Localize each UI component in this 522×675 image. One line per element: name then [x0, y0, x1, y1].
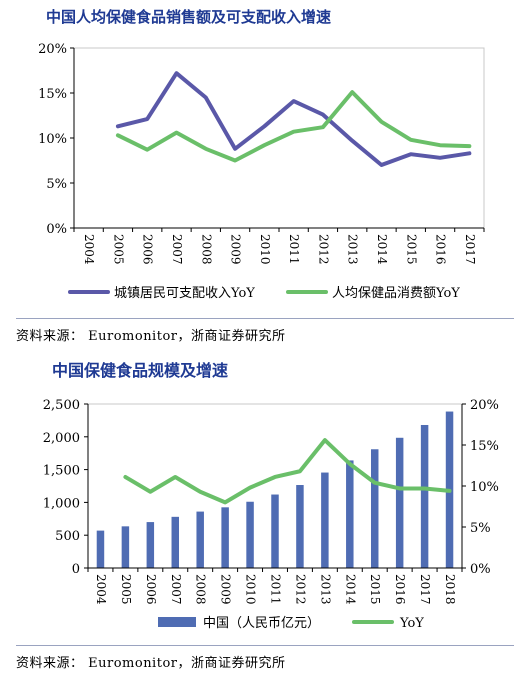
bar	[221, 507, 229, 568]
bar	[96, 530, 105, 568]
x-tick-label: 2012	[316, 234, 330, 265]
bar	[246, 501, 254, 568]
bar	[370, 449, 379, 568]
legend-label: 中国（人民币亿元）	[203, 616, 320, 631]
x-tick-label: 2013	[346, 234, 360, 265]
x-tick-label: 2004	[82, 234, 96, 265]
x-tick-label: 2014	[375, 234, 389, 265]
x-tick-label: 2015	[368, 574, 382, 605]
chart2-source: 资料来源： Euromonitor，浙商证券研究所	[16, 656, 286, 671]
y-right-tick-label: 15%	[470, 439, 499, 454]
y-left-tick-label: 2,500	[43, 398, 80, 413]
x-tick-label: 2006	[141, 234, 155, 265]
x-tick-label: 2011	[269, 574, 283, 605]
y-tick-label: 0%	[46, 222, 67, 237]
bar	[171, 516, 180, 568]
chart1-plot: 0% 5% 10% 15% 20% 2004 2005 2006 2007 2008 2009 201…	[38, 42, 485, 301]
bar	[271, 494, 279, 568]
bar	[196, 511, 204, 568]
bar	[346, 460, 354, 568]
bar	[121, 526, 130, 568]
bar	[296, 485, 304, 568]
legend-label: YoY	[399, 616, 424, 631]
divider	[16, 645, 514, 646]
x-tick-label: 2016	[434, 234, 448, 265]
y-right-tick-label: 10%	[470, 480, 499, 495]
x-tick-label: 2015	[404, 234, 418, 265]
divider	[16, 318, 514, 319]
x-tick-label: 2006	[144, 574, 158, 605]
x-tick-label: 2011	[287, 234, 301, 265]
y-right-tick-label: 0%	[470, 562, 491, 577]
chart2-plot: 0 500 1,000 1,500 2,000 2,500 0% 5% 10% 15% 20% 200…	[43, 398, 499, 631]
x-tick-label: 2008	[199, 234, 213, 265]
x-tick-label: 2007	[169, 574, 183, 605]
y-left-tick-label: 1,000	[43, 496, 80, 511]
legend-label: 城镇居民可支配收入YoY	[114, 286, 255, 301]
chart2-title: 中国保健食品规模及增速	[52, 361, 229, 380]
x-tick-label: 2009	[229, 234, 243, 265]
x-tick-label: 2010	[244, 574, 258, 605]
x-tick-label: 2009	[219, 574, 233, 605]
legend-swatch	[158, 617, 196, 627]
x-tick-label: 2012	[293, 574, 307, 605]
y-left-tick-label: 1,500	[43, 464, 80, 479]
x-tick-label: 2008	[194, 574, 208, 605]
x-tick-label: 2017	[418, 574, 432, 605]
y-tick-label: 5%	[46, 177, 67, 192]
bar	[420, 424, 429, 568]
x-tick-label: 2013	[318, 574, 332, 605]
x-tick-label: 2005	[111, 234, 125, 265]
series-line-2	[115, 90, 472, 163]
x-tick-label: 2016	[393, 574, 407, 605]
y-left-tick-label: 0	[72, 562, 80, 577]
y-tick-label: 10%	[38, 132, 67, 147]
bar	[321, 472, 329, 568]
y-left-tick-label: 500	[55, 529, 80, 544]
x-tick-label: 2005	[119, 574, 133, 605]
chart1-source: 资料来源： Euromonitor，浙商证券研究所	[16, 329, 286, 344]
x-tick-label: 2018	[443, 574, 457, 605]
y-right-tick-label: 20%	[470, 398, 499, 413]
series-line-1	[115, 71, 472, 167]
x-tick-label: 2017	[463, 234, 477, 265]
legend-label: 人均保健品消费额YoY	[332, 286, 460, 301]
y-tick-label: 20%	[38, 42, 67, 57]
bar	[395, 437, 404, 568]
x-tick-label: 2014	[343, 574, 357, 605]
bar	[146, 522, 155, 568]
yoy-line	[123, 438, 452, 505]
x-tick-label: 2004	[94, 574, 108, 605]
x-tick-label: 2010	[258, 234, 272, 265]
x-tick-label: 2007	[170, 234, 184, 265]
chart1-title: 中国人均保健食品销售额及可支配收入增速	[46, 8, 332, 26]
y-left-tick-label: 2,000	[43, 431, 80, 446]
y-tick-label: 15%	[38, 87, 67, 102]
y-right-tick-label: 5%	[470, 521, 491, 536]
